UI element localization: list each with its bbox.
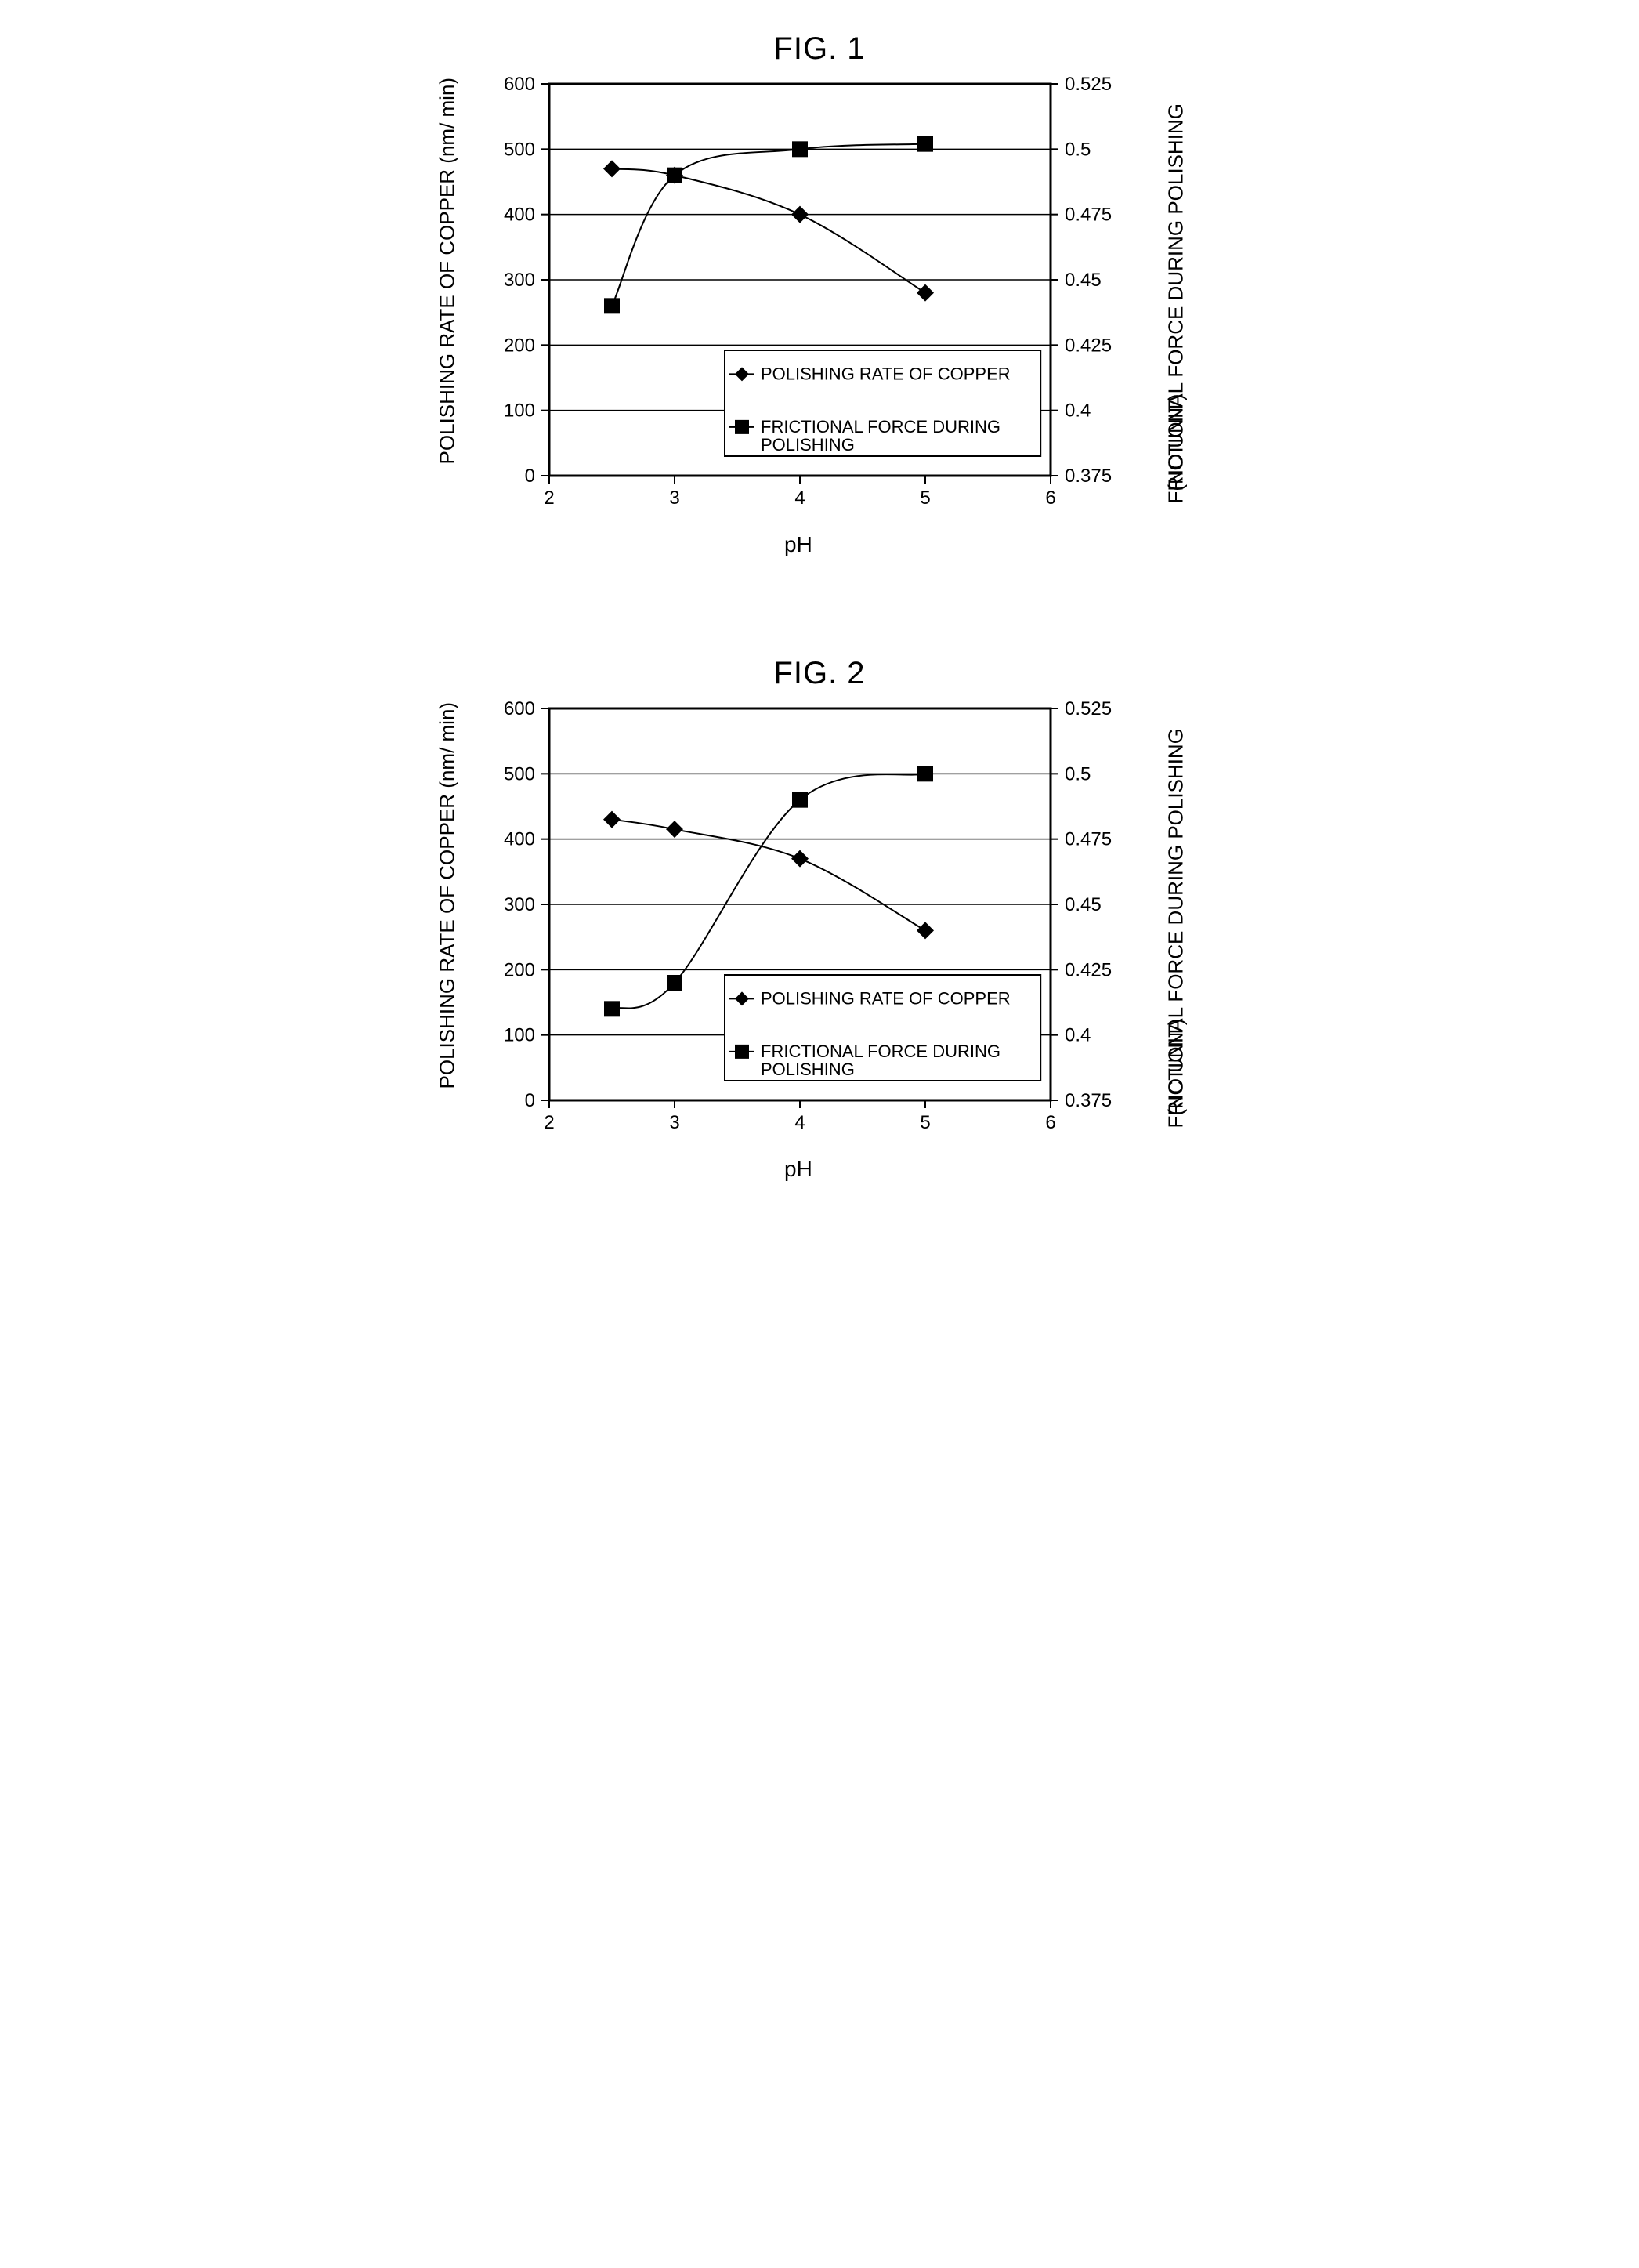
svg-text:2: 2 [544,1112,554,1133]
svg-text:0.45: 0.45 [1065,894,1102,915]
svg-text:0: 0 [525,466,535,487]
svg-text:0.475: 0.475 [1065,829,1112,850]
svg-text:0.375: 0.375 [1065,466,1112,487]
svg-text:6: 6 [1045,487,1055,509]
svg-text:300: 300 [504,894,535,915]
svg-text:5: 5 [920,487,930,509]
figure-title: FIG. 1 [412,31,1227,67]
svg-text:4: 4 [794,1112,805,1133]
svg-text:600: 600 [504,76,535,95]
svg-text:POLISHING: POLISHING [761,1060,855,1079]
svg-text:FRICTIONAL FORCE DURING: FRICTIONAL FORCE DURING [761,417,1000,437]
svg-text:0.425: 0.425 [1065,959,1112,980]
svg-text:200: 200 [504,959,535,980]
svg-text:POLISHING RATE OF COPPER: POLISHING RATE OF COPPER [761,364,1011,383]
svg-text:0.5: 0.5 [1065,763,1091,784]
svg-text:100: 100 [504,400,535,422]
svg-text:400: 400 [504,829,535,850]
svg-text:0: 0 [525,1090,535,1111]
svg-text:4: 4 [794,487,805,509]
y1-axis-label: POLISHING RATE OF COPPER (nm/ min) [436,151,460,465]
svg-text:0.375: 0.375 [1065,1090,1112,1111]
svg-text:0.45: 0.45 [1065,270,1102,291]
svg-text:600: 600 [504,701,535,719]
svg-text:0.4: 0.4 [1065,400,1091,422]
svg-text:0.5: 0.5 [1065,139,1091,160]
svg-text:POLISHING RATE OF COPPER: POLISHING RATE OF COPPER [761,988,1011,1008]
x-axis-label: pH [784,532,812,557]
svg-text:0.525: 0.525 [1065,701,1112,719]
svg-text:300: 300 [504,270,535,291]
svg-text:2: 2 [544,487,554,509]
figure-block: FIG. 1 POLISHING RATE OF COPPER (nm/ min… [412,31,1227,562]
chart-wrap: POLISHING RATE OF COPPER (nm/ min) 2 3 4 5 6… [424,701,1215,1187]
figure-title: FIG. 2 [412,656,1227,691]
figure-block: FIG. 2 POLISHING RATE OF COPPER (nm/ min… [412,656,1227,1187]
svg-text:0.475: 0.475 [1065,205,1112,226]
svg-text:POLISHING: POLISHING [761,435,855,455]
svg-text:500: 500 [504,763,535,784]
svg-text:0.4: 0.4 [1065,1025,1091,1046]
svg-text:3: 3 [669,1112,679,1133]
y1-axis-label: POLISHING RATE OF COPPER (nm/ min) [436,776,460,1089]
svg-text:6: 6 [1045,1112,1055,1133]
svg-text:0.525: 0.525 [1065,76,1112,95]
x-axis-label: pH [784,1157,812,1182]
svg-text:0.425: 0.425 [1065,335,1112,356]
svg-text:3: 3 [669,487,679,509]
svg-text:400: 400 [504,205,535,226]
svg-text:200: 200 [504,335,535,356]
svg-text:100: 100 [504,1025,535,1046]
chart-wrap: POLISHING RATE OF COPPER (nm/ min) 2 3 4 5 6… [424,76,1215,562]
svg-text:5: 5 [920,1112,930,1133]
svg-text:FRICTIONAL FORCE DURING: FRICTIONAL FORCE DURING [761,1042,1000,1061]
svg-text:500: 500 [504,139,535,160]
